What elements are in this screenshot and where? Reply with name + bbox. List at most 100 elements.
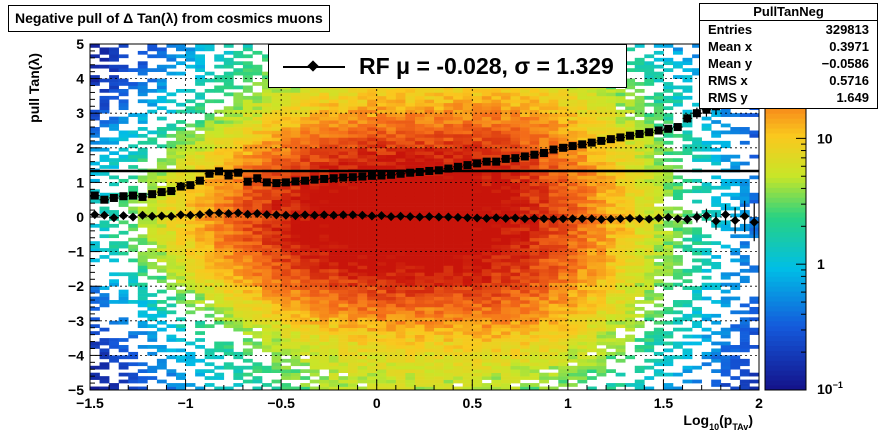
heatmap-cell: [376, 178, 387, 183]
heatmap-cell: [271, 158, 282, 162]
heatmap-cell: [481, 286, 492, 290]
heatmap-cell: [367, 92, 378, 97]
heatmap-cell: [596, 106, 607, 111]
heatmap-cell: [500, 151, 511, 156]
heatmap-cell: [520, 275, 530, 280]
heatmap-cell: [558, 237, 569, 242]
heatmap-cell: [500, 203, 511, 207]
heatmap-cell: [405, 379, 416, 384]
heatmap-cell: [262, 151, 272, 156]
heatmap-cell: [405, 327, 416, 332]
heatmap-cell: [634, 109, 645, 114]
heatmap-cell: [252, 310, 263, 315]
heatmap-cell: [99, 88, 110, 93]
heatmap-cell: [262, 317, 272, 322]
heatmap-cell: [357, 386, 368, 391]
heatmap-cell: [424, 113, 435, 117]
heatmap-cell: [309, 234, 320, 239]
heatmap-cell: [195, 185, 205, 190]
heatmap-cell: [491, 334, 502, 339]
heatmap-cell: [262, 158, 272, 162]
heatmap-cell: [338, 140, 349, 145]
heatmap-cell: [262, 172, 272, 176]
heatmap-cell: [586, 237, 597, 242]
heatmap-cell: [319, 275, 330, 280]
heatmap-cell: [539, 320, 550, 325]
heatmap-cell: [567, 210, 578, 214]
heatmap-cell: [185, 147, 196, 152]
heatmap-cell: [577, 365, 588, 370]
heatmap-cell: [357, 327, 368, 332]
heatmap-cell: [481, 182, 492, 187]
heatmap-cell: [634, 261, 645, 266]
heatmap-cell: [252, 293, 263, 297]
heatmap-cell: [453, 379, 464, 384]
heatmap-cell: [424, 376, 435, 380]
heatmap-cell: [376, 289, 387, 294]
heatmap-cell: [252, 154, 263, 159]
heatmap-cell: [281, 189, 291, 194]
heatmap-cell: [319, 255, 330, 259]
heatmap-cell: [615, 317, 626, 322]
heatmap-cell: [319, 320, 330, 325]
heatmap-cell: [319, 109, 330, 114]
heatmap-cell: [300, 348, 311, 353]
heatmap-cell: [252, 68, 263, 72]
heatmap-cell: [204, 217, 215, 221]
heatmap-cell: [567, 192, 578, 197]
heatmap-cell: [491, 120, 502, 124]
heatmap-cell: [271, 116, 282, 121]
heatmap-cell: [414, 358, 425, 363]
heatmap-cell: [300, 88, 311, 93]
heatmap-cell: [558, 133, 569, 138]
heatmap-cell: [520, 300, 530, 304]
heatmap-cell: [606, 206, 616, 211]
heatmap-cell: [233, 199, 244, 204]
heatmap-cell: [367, 341, 378, 346]
heatmap-cell: [606, 258, 616, 263]
heatmap-cell: [491, 289, 502, 294]
heatmap-cell: [252, 286, 263, 290]
heatmap-cell: [128, 272, 139, 277]
heatmap-cell: [491, 88, 502, 93]
heatmap-cell: [539, 113, 550, 117]
heatmap-cell: [137, 140, 148, 145]
heatmap-cell: [405, 220, 416, 225]
heatmap-cell: [395, 338, 406, 342]
heatmap-cell: [290, 130, 301, 135]
heatmap-cell: [539, 296, 550, 301]
heatmap-cell: [634, 251, 645, 256]
heatmap-cell: [481, 109, 492, 114]
heatmap-cell: [195, 237, 205, 242]
heatmap-cell: [395, 362, 406, 367]
heatmap-cell: [338, 334, 349, 339]
heatmap-cell: [348, 341, 358, 346]
heatmap-cell: [414, 317, 425, 322]
heatmap-cell: [481, 165, 492, 169]
heatmap-cell: [500, 241, 511, 245]
heatmap-cell: [424, 258, 435, 263]
heatmap-cell: [319, 95, 330, 100]
heatmap-cell: [281, 296, 291, 301]
heatmap-cell: [520, 161, 530, 166]
heatmap-cell: [625, 334, 636, 339]
heatmap-cell: [271, 345, 282, 349]
heatmap-cell: [644, 279, 655, 284]
heatmap-cell: [319, 172, 330, 176]
heatmap-cell: [567, 227, 578, 232]
heatmap-cell: [548, 113, 559, 117]
heatmap-cell: [290, 92, 301, 97]
heatmap-cell: [539, 303, 550, 308]
heatmap-cell: [147, 306, 158, 311]
heatmap-cell: [300, 286, 311, 290]
heatmap-cell: [615, 372, 626, 377]
heatmap-cell: [625, 140, 636, 145]
heatmap-cell: [281, 95, 291, 100]
heatmap-cell: [481, 237, 492, 242]
heatmap-cell: [606, 199, 616, 204]
heatmap-cell: [195, 268, 205, 273]
heatmap-cell: [262, 331, 272, 335]
heatmap-cell: [262, 275, 272, 280]
heatmap-cell: [204, 223, 215, 228]
heatmap-cell: [567, 251, 578, 256]
